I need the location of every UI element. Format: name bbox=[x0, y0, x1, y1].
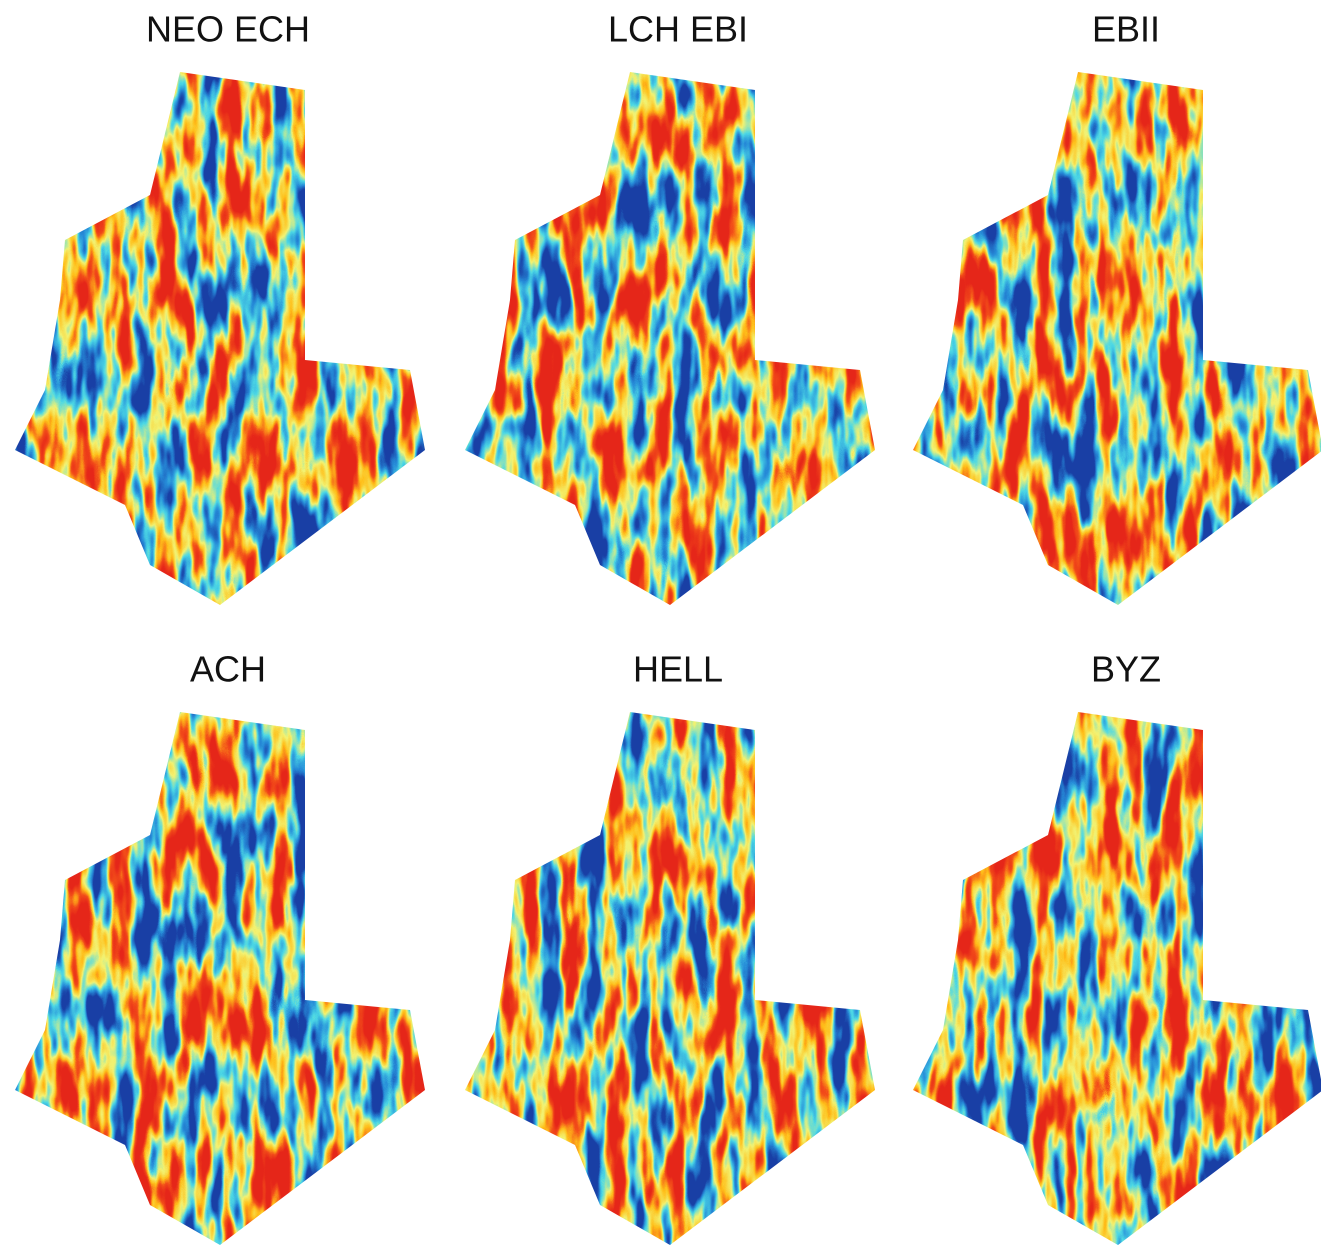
density-surface bbox=[450, 700, 890, 1245]
density-surface bbox=[0, 700, 440, 1245]
density-surface bbox=[898, 700, 1321, 1245]
heat-map bbox=[0, 700, 440, 1245]
heat-map bbox=[898, 60, 1321, 620]
density-surface bbox=[450, 60, 890, 620]
heat-map bbox=[898, 700, 1321, 1245]
heat-map bbox=[0, 60, 440, 620]
panel-title: BYZ bbox=[1091, 649, 1161, 690]
panel-title: NEO ECH bbox=[146, 9, 310, 50]
density-surface bbox=[898, 60, 1321, 620]
panel-title: ACH bbox=[190, 649, 266, 690]
density-surface bbox=[0, 60, 440, 620]
figure: NEO ECH LCH EBI EBII ACH HELL BYZ bbox=[0, 0, 1321, 1245]
panel-title: EBII bbox=[1092, 9, 1160, 50]
heat-map bbox=[450, 60, 890, 620]
panel-title: HELL bbox=[633, 649, 723, 690]
panel-title: LCH EBI bbox=[608, 9, 748, 50]
heat-map bbox=[450, 700, 890, 1245]
